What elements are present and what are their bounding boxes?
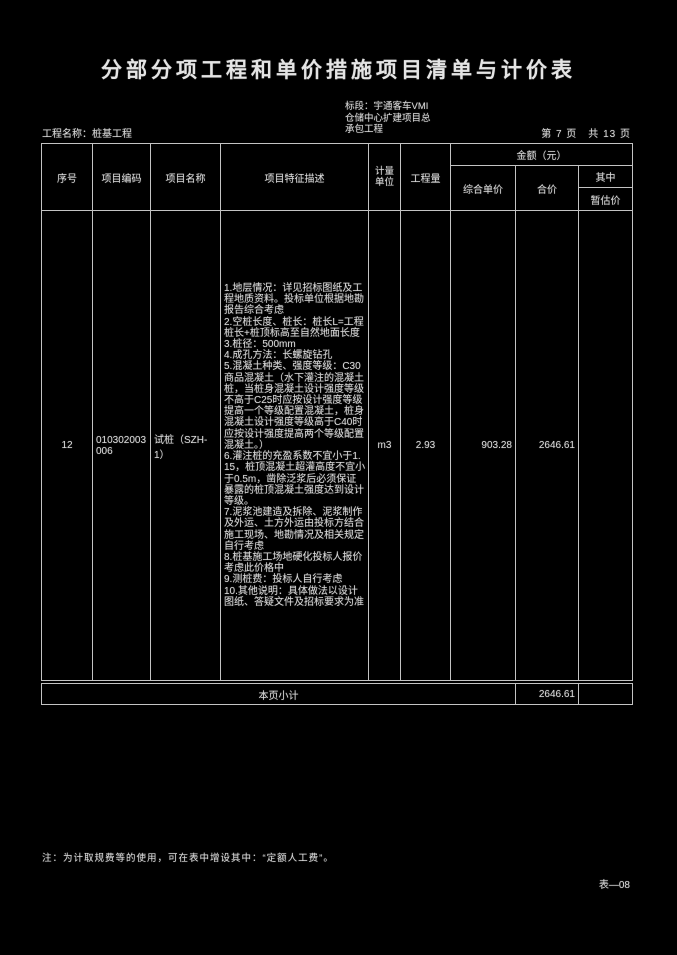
row-quantity: 2.93 xyxy=(401,211,451,681)
row-code: 010302003006 xyxy=(93,211,151,681)
footer-note: 注：为计取规费等的使用，可在表中增设其中：“定额人工费”。 xyxy=(42,853,334,864)
form-number: 表—08 xyxy=(598,880,630,891)
page-subtotal-row: 本页小计 2646.61 xyxy=(41,683,633,705)
row-total-price: 2646.61 xyxy=(516,211,579,681)
col-header-seq: 序号 xyxy=(42,144,93,211)
row-provisional-price xyxy=(579,211,633,681)
page-title: 分部分项工程和单价措施项目清单与计价表 xyxy=(101,59,576,82)
col-header-name: 项目名称 xyxy=(151,144,221,211)
row-feature-description: 1.地层情况：详见招标图纸及工程地质资料。投标单位根据地勘报告综合考虑 2.空桩… xyxy=(221,211,369,681)
subtotal-total-price: 2646.61 xyxy=(516,684,579,705)
row-name: 试桩（SZH-1） xyxy=(151,211,221,681)
col-header-unit-price: 综合单价 xyxy=(451,166,516,211)
row-unit: m3 xyxy=(369,211,401,681)
col-header-feature: 项目特征描述 xyxy=(221,144,369,211)
col-header-quantity: 工程量 xyxy=(401,144,451,211)
bid-section-info: 标段：宇通客车VMI 仓储中心扩建项目总 承包工程 xyxy=(345,101,431,135)
subtotal-label: 本页小计 xyxy=(42,684,516,705)
col-header-provisional: 暂估价 xyxy=(579,188,633,211)
project-name: 工程名称：桩基工程 xyxy=(42,129,132,140)
col-header-unit: 计量 单位 xyxy=(369,144,401,211)
row-unit-price: 903.28 xyxy=(451,211,516,681)
col-header-of-which: 其中 xyxy=(579,166,633,188)
bill-of-quantities-table: 序号 项目编码 项目名称 项目特征描述 计量 单位 工程量 金额（元） 综合单价… xyxy=(41,143,633,681)
col-header-code: 项目编码 xyxy=(93,144,151,211)
row-seq: 12 xyxy=(42,211,93,681)
page-number-info: 第 7 页 共 13 页 xyxy=(541,129,631,140)
col-header-total-price: 合价 xyxy=(516,166,579,211)
subtotal-provisional xyxy=(579,684,633,705)
col-header-amount-group: 金额（元） xyxy=(451,144,633,166)
